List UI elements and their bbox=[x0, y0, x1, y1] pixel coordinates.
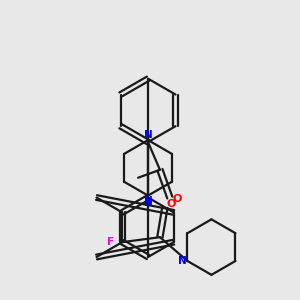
Text: N: N bbox=[144, 199, 152, 208]
Text: N: N bbox=[144, 196, 152, 206]
Text: F: F bbox=[107, 237, 115, 247]
Text: N: N bbox=[178, 256, 186, 266]
Text: O: O bbox=[167, 200, 176, 209]
Text: N: N bbox=[144, 130, 152, 140]
Text: O: O bbox=[172, 194, 182, 204]
